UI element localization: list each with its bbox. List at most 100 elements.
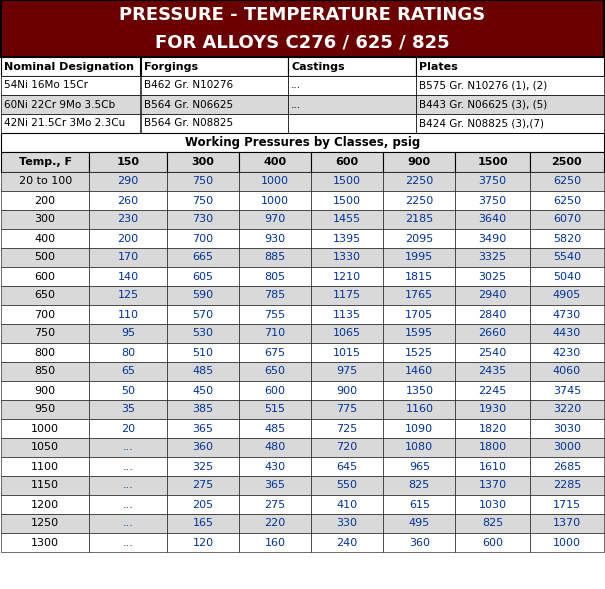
Text: 1370: 1370 (479, 481, 506, 491)
Bar (239, 400, 311, 419)
Bar (1, 114, 140, 133)
Bar (167, 457, 239, 476)
Text: 1200: 1200 (31, 499, 59, 509)
Text: ...: ... (123, 462, 134, 472)
Text: 80: 80 (121, 348, 135, 358)
Bar (1, 0, 604, 57)
Text: 140: 140 (117, 272, 139, 282)
Bar (239, 267, 311, 286)
Bar (530, 343, 604, 362)
Bar (456, 362, 530, 381)
Bar (90, 457, 167, 476)
Text: 590: 590 (192, 290, 214, 300)
Text: 1000: 1000 (261, 196, 289, 206)
Text: 4905: 4905 (553, 290, 581, 300)
Bar (530, 172, 604, 191)
Text: 3220: 3220 (553, 405, 581, 415)
Bar (311, 172, 383, 191)
Text: 360: 360 (409, 538, 430, 548)
Text: 785: 785 (264, 290, 286, 300)
Text: 2500: 2500 (552, 157, 582, 167)
Text: 480: 480 (264, 442, 286, 452)
Text: 650: 650 (34, 290, 56, 300)
Bar (167, 419, 239, 438)
Bar (167, 438, 239, 457)
Text: 1330: 1330 (333, 253, 361, 263)
Text: 2250: 2250 (405, 177, 433, 187)
Bar (1, 267, 90, 286)
Text: B564 Gr. N06625: B564 Gr. N06625 (144, 100, 233, 110)
Bar (383, 210, 456, 229)
Text: 510: 510 (192, 348, 214, 358)
Text: 430: 430 (264, 462, 286, 472)
Bar (530, 191, 604, 210)
Bar (288, 76, 416, 95)
Text: 1015: 1015 (333, 348, 361, 358)
Text: 125: 125 (117, 290, 139, 300)
Bar (416, 114, 604, 133)
Text: 1250: 1250 (31, 518, 59, 528)
Bar (239, 152, 311, 172)
Bar (1, 343, 90, 362)
Bar (90, 533, 167, 552)
Bar (456, 191, 530, 210)
Bar (530, 495, 604, 514)
Bar (383, 495, 456, 514)
Bar (383, 533, 456, 552)
Text: 720: 720 (336, 442, 358, 452)
Text: 1455: 1455 (333, 214, 361, 224)
Text: 975: 975 (336, 366, 358, 376)
Bar (383, 229, 456, 248)
Text: 850: 850 (34, 366, 56, 376)
Bar (90, 172, 167, 191)
Bar (416, 95, 604, 114)
Text: ...: ... (123, 442, 134, 452)
Bar (141, 114, 288, 133)
Text: Forgings: Forgings (144, 61, 198, 71)
Text: 1000: 1000 (261, 177, 289, 187)
Text: 2940: 2940 (479, 290, 507, 300)
Text: ...: ... (123, 518, 134, 528)
Bar (456, 495, 530, 514)
Bar (1, 191, 90, 210)
Text: 6250: 6250 (553, 196, 581, 206)
Bar (311, 210, 383, 229)
Bar (1, 514, 90, 533)
Bar (239, 286, 311, 305)
Bar (383, 172, 456, 191)
Bar (167, 210, 239, 229)
Text: 20: 20 (121, 423, 135, 434)
Bar (1, 133, 604, 152)
Text: 165: 165 (192, 518, 214, 528)
Bar (456, 286, 530, 305)
Text: 1135: 1135 (333, 309, 361, 319)
Text: 900: 900 (408, 157, 431, 167)
Bar (1, 419, 90, 438)
Text: 230: 230 (117, 214, 139, 224)
Text: 365: 365 (264, 481, 286, 491)
Text: B462 Gr. N10276: B462 Gr. N10276 (144, 81, 233, 91)
Text: 2840: 2840 (479, 309, 507, 319)
Bar (311, 400, 383, 419)
Text: 2285: 2285 (552, 481, 581, 491)
Bar (167, 248, 239, 267)
Text: 160: 160 (264, 538, 286, 548)
Text: 570: 570 (192, 309, 214, 319)
Text: 730: 730 (192, 214, 214, 224)
Bar (90, 267, 167, 286)
Text: 970: 970 (264, 214, 286, 224)
Text: 950: 950 (34, 405, 56, 415)
Text: 2660: 2660 (479, 329, 506, 339)
Text: 3750: 3750 (479, 196, 506, 206)
Bar (1, 76, 140, 95)
Bar (530, 476, 604, 495)
Text: 600: 600 (482, 538, 503, 548)
Bar (416, 57, 604, 76)
Bar (530, 362, 604, 381)
Bar (456, 229, 530, 248)
Bar (383, 305, 456, 324)
Text: 900: 900 (34, 385, 56, 395)
Bar (311, 152, 383, 172)
Bar (311, 476, 383, 495)
Bar (416, 76, 604, 95)
